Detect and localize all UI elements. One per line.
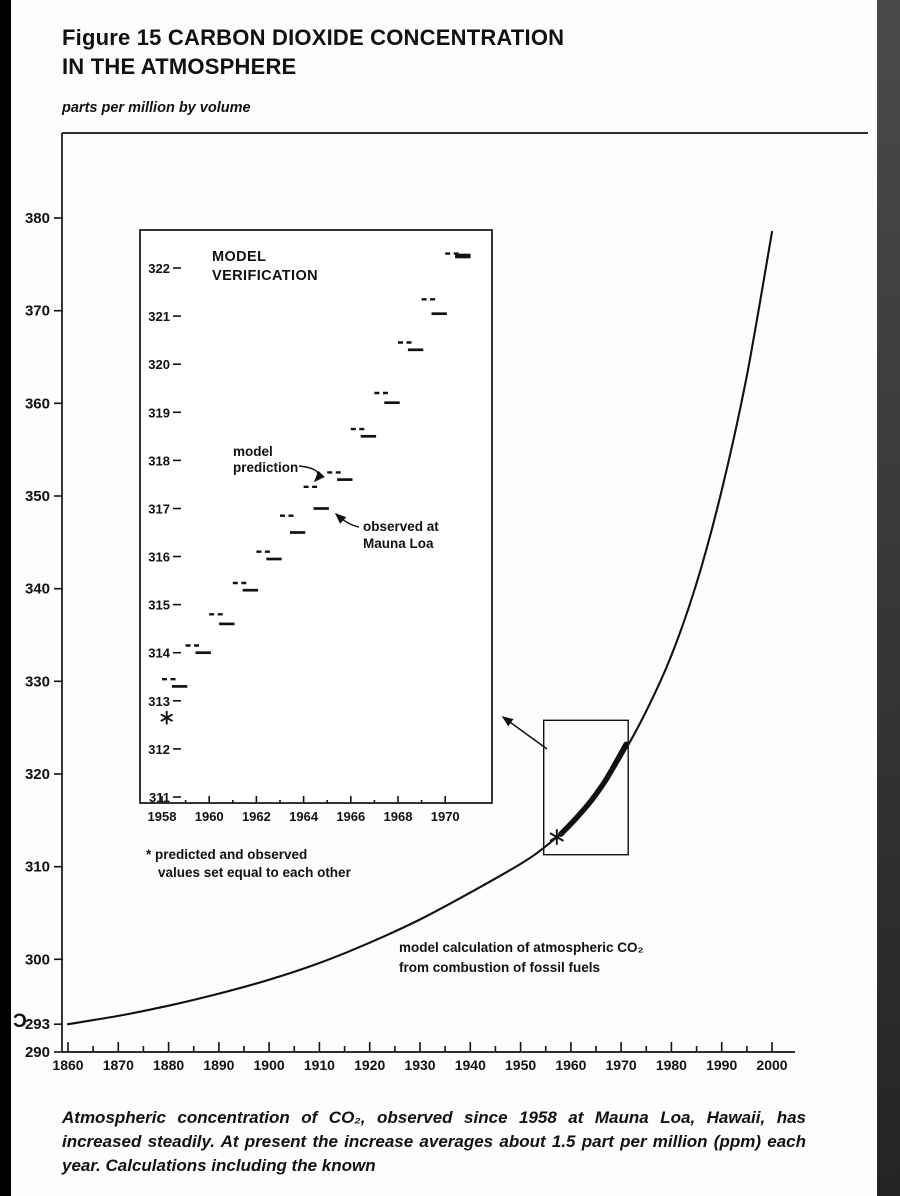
svg-text:1958: 1958 bbox=[148, 809, 177, 824]
model-prediction-segments bbox=[162, 252, 461, 681]
svg-text:318: 318 bbox=[148, 453, 170, 468]
right-page-edge-strip bbox=[877, 0, 900, 1196]
svg-text:1860: 1860 bbox=[52, 1057, 83, 1073]
svg-text:319: 319 bbox=[148, 405, 170, 420]
svg-text:290: 290 bbox=[25, 1044, 50, 1061]
main-chart-layer: 290 293 300 310 320 330 340 350 360 370 380 1860 187… bbox=[25, 132, 868, 1073]
svg-text:1890: 1890 bbox=[203, 1057, 234, 1073]
svg-text:1990: 1990 bbox=[706, 1057, 737, 1073]
observed-label-line2: Mauna Loa bbox=[363, 536, 434, 551]
svg-text:321: 321 bbox=[148, 309, 170, 324]
scan-artifact: Ɔ bbox=[13, 1011, 27, 1032]
svg-text:1870: 1870 bbox=[103, 1057, 134, 1073]
figure-title-line2: IN THE ATMOSPHERE bbox=[62, 53, 297, 79]
inset-x-axis: 1958 1960 1962 1964 1966 1968 1970 bbox=[148, 796, 460, 824]
svg-text:322: 322 bbox=[148, 261, 170, 276]
model-prediction-label-line1: model bbox=[233, 444, 273, 459]
svg-text:293: 293 bbox=[25, 1016, 50, 1033]
svg-text:1964: 1964 bbox=[289, 809, 319, 824]
svg-text:360: 360 bbox=[25, 395, 50, 412]
left-binding-strip bbox=[0, 0, 11, 1196]
svg-text:1960: 1960 bbox=[555, 1057, 586, 1073]
main-asterisk-marker bbox=[549, 829, 564, 845]
svg-text:311: 311 bbox=[149, 790, 170, 805]
svg-text:317: 317 bbox=[148, 502, 170, 517]
svg-text:316: 316 bbox=[148, 550, 170, 565]
svg-text:1920: 1920 bbox=[354, 1057, 385, 1073]
main-y-axis: 290 293 300 310 320 330 340 350 360 370 380 bbox=[25, 210, 63, 1061]
svg-text:330: 330 bbox=[25, 673, 50, 690]
model-prediction-arrow bbox=[298, 465, 325, 483]
observed-segments bbox=[171, 253, 471, 688]
svg-text:1966: 1966 bbox=[336, 809, 365, 824]
inset-pointer-arrow bbox=[501, 716, 548, 750]
svg-text:1900: 1900 bbox=[254, 1057, 285, 1073]
magnified-region-box bbox=[543, 719, 629, 856]
svg-text:1980: 1980 bbox=[656, 1057, 687, 1073]
svg-text:1910: 1910 bbox=[304, 1057, 335, 1073]
y-axis-units-label: parts per million by volume bbox=[62, 100, 251, 116]
svg-text:1960: 1960 bbox=[195, 809, 224, 824]
svg-text:312: 312 bbox=[148, 742, 170, 757]
model-calculation-curve bbox=[66, 230, 774, 1026]
observed-label-line1: observed at bbox=[363, 519, 439, 534]
svg-text:1930: 1930 bbox=[404, 1057, 435, 1073]
inset-footnote-line2: values set equal to each other bbox=[158, 865, 352, 880]
figure-title: Figure 15 CARBON DIOXIDE CONCENTRATION IN… bbox=[62, 24, 564, 81]
inset-title-line1: MODEL bbox=[212, 249, 266, 265]
inset-y-axis: 311 312 313 314 315 316 317 318 319 320 321 322 bbox=[148, 261, 181, 805]
svg-text:1968: 1968 bbox=[384, 809, 413, 824]
inset-footnote-line1: * predicted and observed bbox=[146, 847, 307, 862]
svg-text:300: 300 bbox=[25, 951, 50, 968]
svg-text:380: 380 bbox=[25, 210, 50, 227]
svg-text:320: 320 bbox=[148, 357, 170, 372]
svg-text:340: 340 bbox=[25, 581, 50, 598]
observed-thick-segment bbox=[558, 741, 629, 837]
inset-asterisk-marker bbox=[160, 710, 173, 725]
svg-text:1970: 1970 bbox=[606, 1057, 637, 1073]
svg-text:1970: 1970 bbox=[431, 809, 460, 824]
figure-caption: Atmospheric concentration of CO₂, observ… bbox=[62, 1108, 806, 1176]
svg-text:1962: 1962 bbox=[242, 809, 271, 824]
observed-arrow bbox=[334, 512, 360, 528]
svg-text:1950: 1950 bbox=[505, 1057, 536, 1073]
inset-chart-layer: 311 312 313 314 315 316 317 318 319 320 321 322 1958… bbox=[139, 229, 493, 824]
svg-text:370: 370 bbox=[25, 303, 50, 320]
svg-text:1880: 1880 bbox=[153, 1057, 184, 1073]
main-x-axis: 1860 1870 1880 1890 1900 1910 1920 1930 1940 1950… bbox=[52, 1042, 788, 1073]
inset-title-line2: VERIFICATION bbox=[212, 268, 318, 284]
svg-text:314: 314 bbox=[148, 646, 170, 661]
model-prediction-label-line2: prediction bbox=[233, 460, 298, 475]
inset-frame bbox=[139, 229, 493, 804]
main-axes-frame bbox=[61, 132, 868, 1053]
svg-text:313: 313 bbox=[148, 694, 170, 709]
svg-text:310: 310 bbox=[25, 859, 50, 876]
figure-title-line1: Figure 15 CARBON DIOXIDE CONCENTRATION bbox=[62, 25, 565, 50]
svg-text:1940: 1940 bbox=[455, 1057, 486, 1073]
curve-annotation-line2: from combustion of fossil fuels bbox=[399, 960, 600, 975]
svg-text:2000: 2000 bbox=[756, 1057, 787, 1073]
svg-text:315: 315 bbox=[148, 598, 170, 613]
svg-text:320: 320 bbox=[25, 766, 50, 783]
svg-text:350: 350 bbox=[25, 488, 50, 505]
curve-annotation-line1: model calculation of atmospheric CO₂ bbox=[399, 940, 644, 955]
